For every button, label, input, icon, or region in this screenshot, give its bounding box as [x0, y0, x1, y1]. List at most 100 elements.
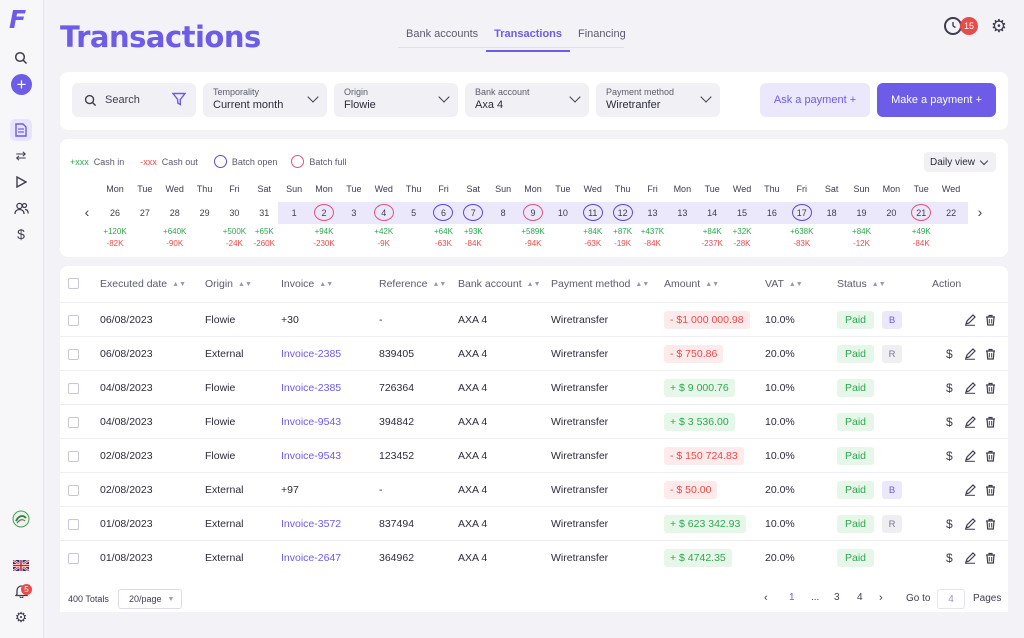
edit-icon[interactable]: [964, 439, 976, 473]
tab-financing[interactable]: Financing: [578, 28, 626, 40]
dollar-icon[interactable]: $: [946, 449, 953, 463]
row-checkbox[interactable]: [68, 349, 79, 360]
partner-logo-icon[interactable]: [10, 508, 32, 530]
users-icon[interactable]: [10, 197, 32, 219]
table-row[interactable]: 02/08/2023 Flowie Invoice-9543 123452 AXA 4 W…: [60, 438, 1008, 472]
cell-invoice[interactable]: Invoice-9543: [281, 450, 342, 462]
dollar-icon[interactable]: $: [946, 551, 953, 565]
settings-gear-icon[interactable]: ⚙: [990, 15, 1008, 36]
batch-tag[interactable]: R: [882, 515, 903, 533]
page-ellipsis[interactable]: ...: [811, 592, 820, 603]
select-all-checkbox[interactable]: [68, 278, 79, 289]
batch-tag[interactable]: B: [882, 311, 903, 329]
document-icon[interactable]: [10, 119, 32, 141]
row-checkbox[interactable]: [68, 315, 79, 326]
origin-dropdown[interactable]: Origin Flowie: [334, 83, 458, 117]
make-payment-button[interactable]: Make a payment +: [877, 83, 996, 117]
edit-icon[interactable]: [964, 405, 976, 439]
delete-icon[interactable]: [985, 371, 996, 405]
page-4[interactable]: 4: [857, 592, 863, 603]
delete-icon[interactable]: [985, 541, 996, 575]
page-3[interactable]: 3: [834, 592, 840, 603]
dollar-icon[interactable]: $: [946, 517, 953, 531]
search-input[interactable]: Search: [72, 83, 196, 117]
tab-transactions[interactable]: Transactions: [486, 22, 571, 52]
row-checkbox[interactable]: [68, 519, 79, 530]
col-executed-date[interactable]: Executed date ▲▼: [100, 266, 186, 302]
chevron-right-icon[interactable]: ›: [977, 204, 983, 220]
cell-vat: 20.0%: [765, 552, 795, 564]
edit-icon[interactable]: [964, 473, 976, 507]
col-origin[interactable]: Origin ▲▼: [205, 266, 252, 302]
goto-page-input[interactable]: 4: [937, 589, 965, 609]
edit-icon[interactable]: [964, 507, 976, 541]
row-checkbox[interactable]: [68, 417, 79, 428]
search-icon[interactable]: [10, 47, 32, 69]
ask-payment-button[interactable]: Ask a payment +: [760, 83, 870, 117]
prev-page-icon[interactable]: ‹: [764, 592, 768, 604]
weekday-label: Mon: [882, 184, 901, 194]
cash-in-value: +120K: [103, 227, 127, 236]
page-1[interactable]: 1: [789, 592, 795, 603]
table-row[interactable]: 02/08/2023 External +97 - AXA 4 Wiretransfer -…: [60, 472, 1008, 506]
row-checkbox[interactable]: [68, 553, 79, 564]
row-checkbox[interactable]: [68, 485, 79, 496]
cash-in-value: +87K: [613, 227, 633, 236]
header-label: Amount: [664, 278, 701, 290]
edit-icon[interactable]: [964, 303, 976, 337]
sort-icon: ▲▼: [432, 280, 447, 288]
cell-vat: 20.0%: [765, 484, 795, 496]
row-checkbox[interactable]: [68, 383, 79, 394]
dollar-icon[interactable]: $: [946, 415, 953, 429]
temporality-dropdown[interactable]: Temporality Current month: [203, 83, 327, 117]
payment-method-dropdown[interactable]: Payment method Wiretranfer: [596, 83, 720, 117]
gear-icon[interactable]: ⚙: [14, 608, 28, 625]
filter-funnel-icon[interactable]: [171, 92, 187, 108]
dollar-icon[interactable]: $: [946, 381, 953, 395]
delete-icon[interactable]: [985, 337, 996, 371]
play-icon[interactable]: [10, 171, 32, 193]
delete-icon[interactable]: [985, 507, 996, 541]
table-row[interactable]: 01/08/2023 External Invoice-3572 837494 AXA …: [60, 506, 1008, 540]
cell-origin: Flowie: [205, 416, 236, 428]
transfer-icon[interactable]: ⇄: [15, 148, 27, 163]
cell-invoice[interactable]: Invoice-3572: [281, 518, 342, 530]
edit-icon[interactable]: [964, 371, 976, 405]
edit-icon[interactable]: [964, 541, 976, 575]
batch-tag[interactable]: R: [882, 345, 903, 363]
col-vat[interactable]: VAT ▲▼: [765, 266, 803, 302]
per-page-select[interactable]: 20/page ▼: [118, 589, 182, 609]
add-icon[interactable]: +: [11, 74, 32, 95]
tab-bank-accounts[interactable]: Bank accounts: [406, 28, 479, 40]
col-payment-method[interactable]: Payment method ▲▼: [551, 266, 649, 302]
delete-icon[interactable]: [985, 303, 996, 337]
dollar-icon[interactable]: $: [17, 226, 25, 242]
batch-tag[interactable]: B: [882, 481, 903, 499]
bank-account-dropdown[interactable]: Bank account Axa 4: [465, 83, 589, 117]
cell-invoice[interactable]: Invoice-2385: [281, 348, 342, 360]
delete-icon[interactable]: [985, 473, 996, 507]
chevron-left-icon[interactable]: ‹: [84, 204, 90, 220]
uk-flag-icon[interactable]: [10, 554, 32, 576]
cell-invoice[interactable]: Invoice-9543: [281, 416, 342, 428]
cell-invoice[interactable]: Invoice-2385: [281, 382, 342, 394]
col-reference[interactable]: Reference ▲▼: [379, 266, 446, 302]
table-row[interactable]: 04/08/2023 Flowie Invoice-2385 726364 AXA 4 W…: [60, 370, 1008, 404]
cell-invoice[interactable]: Invoice-2647: [281, 552, 342, 564]
delete-icon[interactable]: [985, 405, 996, 439]
dollar-icon[interactable]: $: [946, 347, 953, 361]
table-row[interactable]: 04/08/2023 Flowie Invoice-9543 394842 AXA 4 W…: [60, 404, 1008, 438]
view-dropdown[interactable]: Daily view: [924, 152, 996, 172]
app-logo[interactable]: F: [9, 5, 27, 34]
col-invoice[interactable]: Invoice ▲▼: [281, 266, 333, 302]
col-status[interactable]: Status ▲▼: [837, 266, 886, 302]
next-page-icon[interactable]: ›: [879, 592, 883, 604]
edit-icon[interactable]: [964, 337, 976, 371]
table-row[interactable]: 01/08/2023 External Invoice-2647 364962 AXA …: [60, 540, 1008, 574]
delete-icon[interactable]: [985, 439, 996, 473]
table-row[interactable]: 06/08/2023 Flowie +30 - AXA 4 Wiretransfer - $…: [60, 302, 1008, 336]
col-bank-account[interactable]: Bank account ▲▼: [458, 266, 541, 302]
row-checkbox[interactable]: [68, 451, 79, 462]
col-amount[interactable]: Amount ▲▼: [664, 266, 719, 302]
table-row[interactable]: 06/08/2023 External Invoice-2385 839405 AXA …: [60, 336, 1008, 370]
